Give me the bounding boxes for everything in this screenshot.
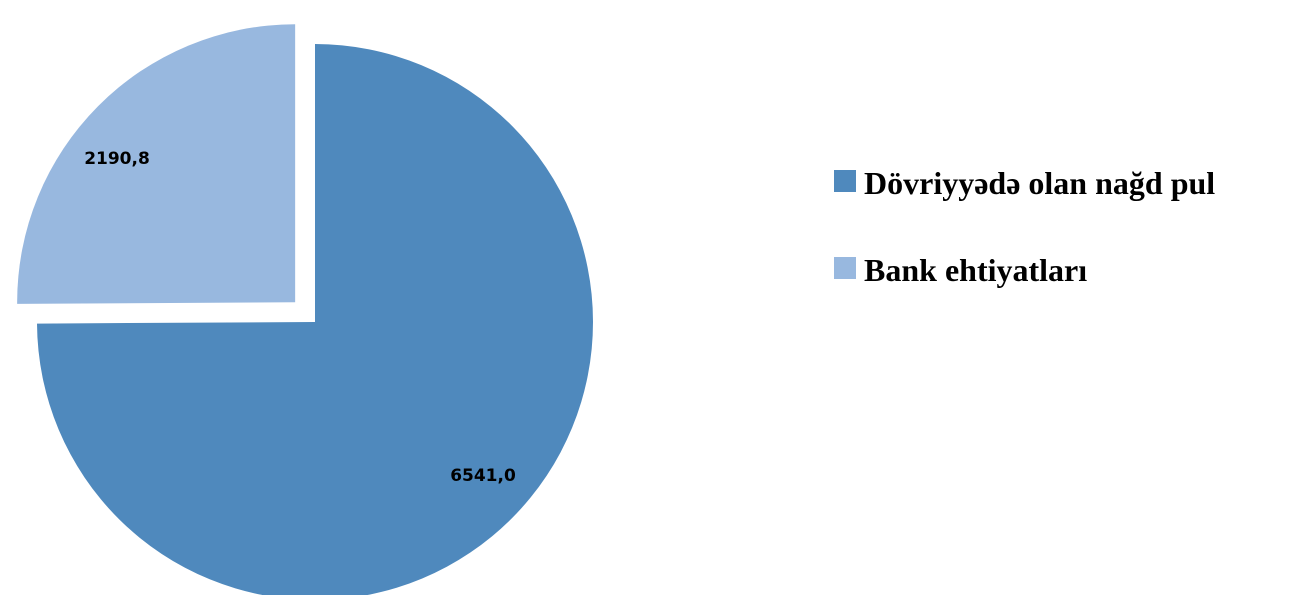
- pie-data-label-1: 2190,8: [84, 149, 150, 169]
- legend-swatch-bank-reserves: [834, 257, 856, 279]
- legend-label-cash: Dövriyyədə olan nağd pul: [864, 165, 1215, 201]
- legend-swatch-cash: [834, 170, 856, 192]
- pie-slices: [17, 24, 593, 595]
- pie-data-labels: 6541,0 2190,8: [84, 149, 516, 486]
- pie-slice-0: [37, 44, 593, 595]
- legend: Dövriyyədə olan nağd pul Bank ehtiyatlar…: [834, 165, 1215, 288]
- pie-slice-1: [17, 24, 296, 304]
- legend-label-bank-reserves: Bank ehtiyatları: [864, 252, 1087, 288]
- pie-data-label-0: 6541,0: [450, 466, 516, 486]
